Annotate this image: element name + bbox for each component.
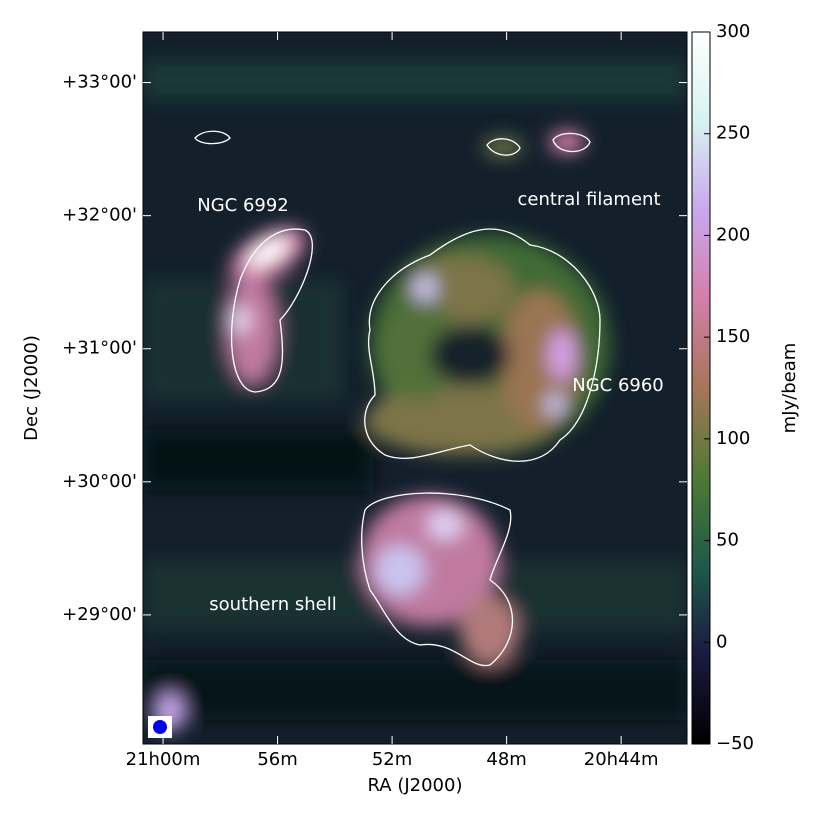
x-tick-label: 48m xyxy=(486,749,526,770)
x-tick-label: 52m xyxy=(372,749,412,770)
colorbar-tick-label: 300 xyxy=(716,21,750,42)
y-axis-label: Dec (J2000) xyxy=(21,335,42,441)
colorbar-tick-label: −50 xyxy=(716,733,754,754)
colorbar-tick-label: 50 xyxy=(716,530,739,551)
x-tick-label: 21h00m xyxy=(126,749,201,770)
sky-image xyxy=(143,32,687,744)
y-tick-label: +30°00' xyxy=(62,471,137,492)
annotation: southern shell xyxy=(209,594,336,615)
colorbar xyxy=(691,31,711,745)
colorbar-tick-label: 150 xyxy=(716,326,750,347)
colorbar-tick-label: 200 xyxy=(716,224,750,245)
colorbar-tick-label: 100 xyxy=(716,428,750,449)
annotation: central filament xyxy=(517,189,660,210)
y-tick-label: +29°00' xyxy=(62,604,137,625)
colorbar-label: mJy/beam xyxy=(779,343,800,434)
colorbar-tick-label: 250 xyxy=(716,123,750,144)
x-axis-label: RA (J2000) xyxy=(368,775,463,796)
y-tick-label: +33°00' xyxy=(62,72,137,93)
annotation: NGC 6992 xyxy=(197,195,289,216)
x-tick-label: 20h44m xyxy=(584,749,659,770)
annotation: NGC 6960 xyxy=(572,375,664,396)
colorbar-tick-label: 0 xyxy=(716,631,727,652)
y-tick-label: +31°00' xyxy=(62,338,137,359)
x-tick-label: 56m xyxy=(257,749,297,770)
y-tick-label: +32°00' xyxy=(62,205,137,226)
